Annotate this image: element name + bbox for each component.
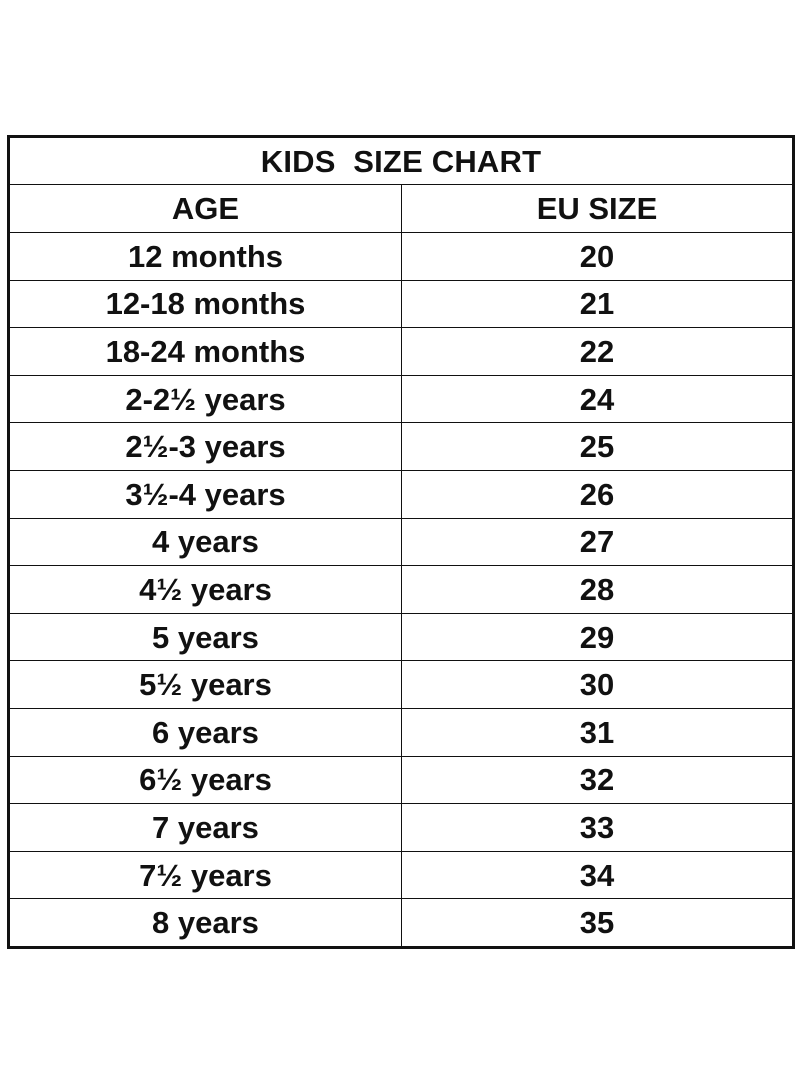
eu-size-cell: 30	[401, 660, 794, 709]
age-cell: 8 years	[8, 898, 402, 948]
age-cell: 7½ years	[8, 850, 402, 900]
table-title: KIDS SIZE CHART	[8, 136, 794, 185]
table-row: 12-18 months 21	[8, 279, 794, 329]
age-cell: 5½ years	[8, 660, 402, 709]
table-row: 5½ years 30	[8, 660, 794, 709]
table-row: 3½-4 years 26	[8, 469, 794, 519]
table-row: 2½-3 years 25	[8, 422, 794, 471]
eu-size-cell: 33	[401, 803, 794, 852]
eu-size-cell: 29	[401, 612, 794, 662]
table-row: 2-2½ years 24	[8, 374, 794, 424]
eu-size-cell: 21	[401, 279, 794, 329]
table-row: 6½ years 32	[8, 755, 794, 805]
eu-size-cell: 25	[401, 422, 794, 471]
eu-size-cell: 35	[401, 898, 794, 948]
age-cell: 6 years	[8, 707, 402, 757]
eu-size-cell: 32	[401, 755, 794, 805]
age-cell: 3½-4 years	[8, 469, 402, 519]
table-row: 7 years 33	[8, 803, 794, 852]
eu-size-cell: 28	[401, 565, 794, 614]
age-cell: 12 months	[8, 232, 402, 281]
age-cell: 7 years	[8, 803, 402, 852]
table-row: 4½ years 28	[8, 565, 794, 614]
table-row: 5 years 29	[8, 612, 794, 662]
column-header-age: AGE	[8, 184, 402, 233]
eu-size-cell: 26	[401, 469, 794, 519]
table-row: 18-24 months 22	[8, 327, 794, 376]
age-cell: 18-24 months	[8, 327, 402, 376]
age-cell: 5 years	[8, 612, 402, 662]
eu-size-cell: 24	[401, 374, 794, 424]
eu-size-cell: 31	[401, 707, 794, 757]
age-cell: 2½-3 years	[8, 422, 402, 471]
header-row: AGE EU SIZE	[8, 184, 794, 233]
table-row: 7½ years 34	[8, 850, 794, 900]
table-row: 6 years 31	[8, 707, 794, 757]
age-cell: 2-2½ years	[8, 374, 402, 424]
table-row: 8 years 35	[8, 898, 794, 948]
column-header-eu-size: EU SIZE	[401, 184, 794, 233]
title-row: KIDS SIZE CHART	[8, 136, 794, 185]
table-row: 4 years 27	[8, 517, 794, 567]
eu-size-cell: 27	[401, 517, 794, 567]
age-cell: 12-18 months	[8, 279, 402, 329]
age-cell: 4½ years	[8, 565, 402, 614]
kids-size-chart-table: KIDS SIZE CHART AGE EU SIZE 12 months 20…	[7, 135, 795, 949]
eu-size-cell: 20	[401, 232, 794, 281]
eu-size-cell: 34	[401, 850, 794, 900]
age-cell: 4 years	[8, 517, 402, 567]
age-cell: 6½ years	[8, 755, 402, 805]
table-row: 12 months 20	[8, 232, 794, 281]
eu-size-cell: 22	[401, 327, 794, 376]
